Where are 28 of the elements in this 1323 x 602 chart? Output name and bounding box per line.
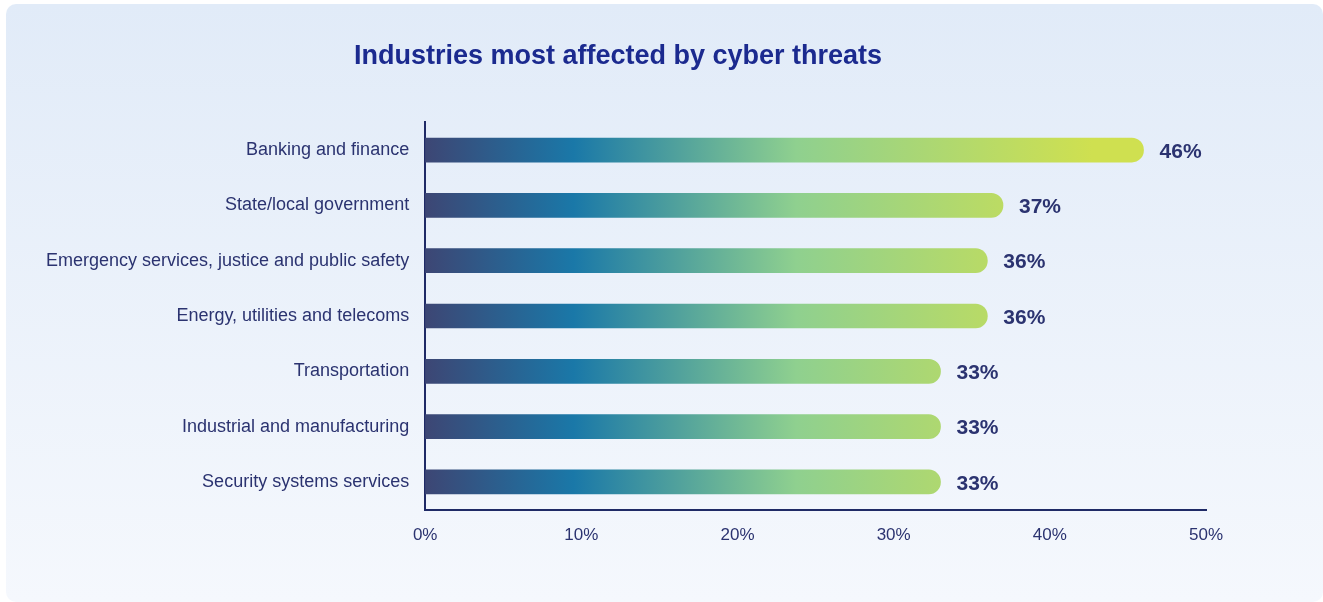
y-tick-label: Transportation	[293, 360, 410, 381]
data-label: 33%	[956, 470, 999, 494]
y-tick-label: Security systems services	[202, 470, 410, 491]
data-label: 46%	[1159, 138, 1202, 162]
bar	[425, 137, 1144, 163]
data-label: 33%	[956, 415, 999, 439]
x-tick-label: 50%	[1188, 525, 1224, 545]
x-tick-label: 0%	[412, 525, 438, 545]
bar	[425, 303, 988, 329]
bar	[425, 414, 941, 439]
data-label: 33%	[956, 360, 999, 384]
x-tick-label: 20%	[720, 525, 755, 545]
x-tick-label: 10%	[564, 525, 599, 545]
data-label: 36%	[1003, 304, 1046, 328]
y-tick-label: Energy, utilities and telecoms	[176, 304, 410, 325]
data-label: 37%	[1018, 194, 1062, 218]
bar	[425, 193, 1004, 218]
chart-title: Industries most affected by cyber threats	[353, 39, 883, 70]
bar	[425, 358, 941, 384]
y-tick-label: Industrial and manufacturing	[182, 415, 410, 436]
x-tick-label: 40%	[1032, 525, 1067, 545]
bar	[425, 248, 988, 274]
y-tick-label: Emergency services, justice and public safety	[45, 249, 410, 270]
x-tick-label: 30%	[876, 525, 911, 545]
data-label: 36%	[1003, 249, 1046, 273]
bar	[425, 469, 941, 495]
y-tick-label: State/local government	[225, 194, 410, 215]
y-tick-label: Banking and finance	[246, 139, 410, 160]
